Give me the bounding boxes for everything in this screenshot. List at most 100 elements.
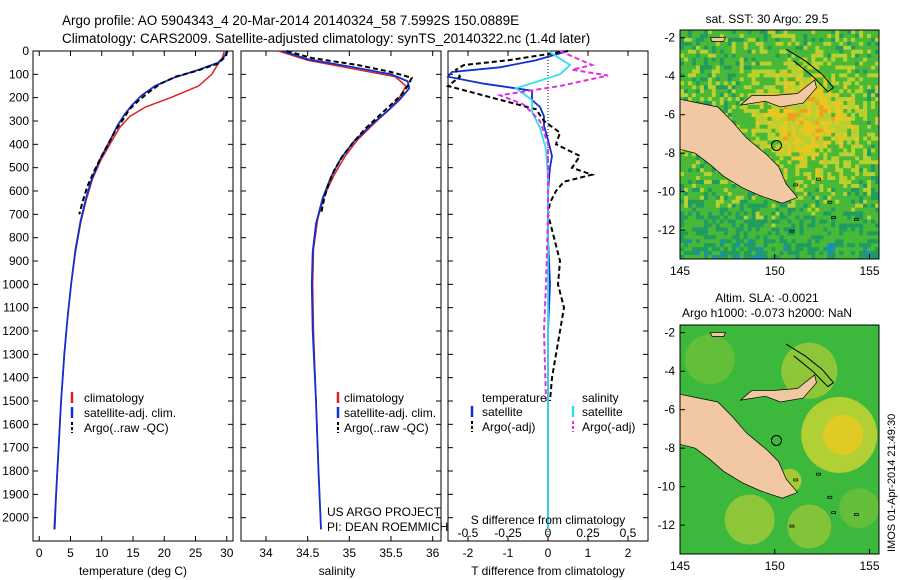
heat-cell	[859, 211, 864, 216]
heat-cell	[875, 235, 879, 240]
heat-cell	[755, 37, 761, 43]
heat-cell	[827, 45, 832, 51]
heat-cell	[819, 81, 824, 86]
heat-cell	[715, 207, 721, 213]
heat-cell	[843, 93, 848, 98]
heat-cell	[851, 77, 856, 82]
heat-cell	[803, 128, 808, 134]
heat-cell	[723, 101, 729, 106]
heat-cell	[859, 231, 864, 236]
heat-cell	[851, 132, 856, 138]
heat-cell	[763, 219, 769, 224]
heat-cell	[743, 128, 749, 134]
heat-cell	[699, 195, 705, 201]
heat-cell	[699, 235, 705, 240]
heat-cell	[843, 207, 848, 213]
heat-cell	[847, 223, 852, 228]
heat-cell	[807, 176, 812, 181]
heat-cell	[747, 57, 753, 62]
heat-cell	[699, 223, 705, 228]
heat-cell	[783, 124, 788, 130]
heat-cell	[871, 148, 876, 153]
heat-cell	[823, 30, 828, 35]
heat-cell	[688, 191, 693, 197]
heat-cell	[851, 81, 856, 86]
heat-cell	[871, 109, 876, 114]
heat-cell	[851, 191, 856, 197]
heat-cell	[847, 148, 852, 153]
heat-cell	[747, 112, 753, 118]
heat-cell	[703, 93, 709, 98]
heat-cell	[867, 152, 872, 157]
heat-cell	[688, 219, 693, 224]
heat-cell	[711, 81, 717, 86]
heat-cell	[719, 30, 725, 35]
heat-cell	[715, 203, 721, 209]
heat-cell	[851, 231, 856, 236]
heat-cell	[847, 184, 852, 189]
heat-cell	[735, 57, 741, 62]
heat-cell	[823, 112, 828, 118]
heat-cell	[771, 136, 776, 141]
heat-cell	[763, 105, 769, 110]
heat-cell	[855, 211, 860, 216]
heat-cell	[719, 207, 725, 213]
map-x-tick-label: 155	[860, 264, 880, 278]
heat-cell	[859, 69, 864, 74]
heat-cell	[831, 199, 836, 205]
heat-cell	[743, 243, 749, 248]
heat-cell	[795, 124, 800, 130]
heat-cell	[843, 45, 848, 51]
heat-cell	[751, 255, 757, 259]
heat-cell	[815, 215, 820, 220]
heat-cell	[759, 61, 765, 66]
heat-cell	[827, 109, 832, 114]
heat-cell	[867, 101, 872, 106]
heat-cell	[815, 37, 820, 43]
heat-cell	[871, 45, 876, 51]
heat-cell	[763, 61, 769, 66]
heat-cell	[815, 101, 820, 106]
heat-cell	[755, 128, 761, 134]
heat-cell	[835, 69, 840, 74]
heat-cell	[703, 223, 709, 228]
heat-cell	[839, 120, 844, 126]
heat-cell	[851, 176, 856, 181]
island-outline	[827, 495, 833, 499]
heat-cell	[831, 203, 836, 209]
heat-cell	[811, 231, 816, 236]
heat-cell	[779, 105, 784, 110]
heat-cell	[775, 105, 780, 110]
heat-cell	[739, 112, 745, 118]
heat-cell	[684, 219, 689, 224]
heat-cell	[763, 81, 769, 86]
heat-cell	[703, 30, 709, 35]
heat-cell	[747, 81, 753, 86]
heat-cell	[703, 77, 709, 82]
heat-cell	[787, 203, 792, 209]
heat-cell	[847, 105, 852, 110]
heat-cell	[807, 207, 812, 213]
heat-cell	[711, 243, 717, 248]
heat-cell	[775, 120, 780, 126]
heat-cell	[839, 77, 844, 82]
heat-cell	[759, 124, 765, 130]
heat-cell	[719, 53, 725, 59]
heat-cell	[827, 93, 832, 98]
heat-cell	[691, 45, 697, 51]
heat-cell	[680, 164, 685, 169]
heat-cell	[803, 116, 808, 122]
heat-cell	[867, 65, 872, 70]
heat-cell	[867, 215, 872, 220]
heat-cell	[684, 73, 689, 78]
heat-cell	[723, 69, 729, 74]
heat-cell	[807, 227, 812, 232]
heat-cell	[823, 105, 828, 110]
heat-cell	[715, 93, 721, 98]
heat-cell	[688, 53, 693, 59]
heat-cell	[807, 187, 812, 193]
heat-cell	[807, 41, 812, 47]
heat-cell	[807, 116, 812, 122]
heat-cell	[807, 109, 812, 114]
heat-cell	[783, 30, 788, 35]
